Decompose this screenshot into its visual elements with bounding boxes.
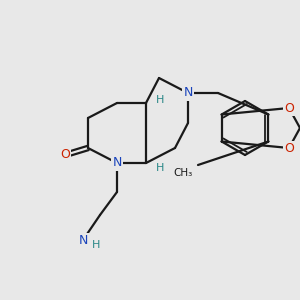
Text: O: O [60, 148, 70, 161]
Text: O: O [284, 101, 294, 115]
Text: N: N [78, 233, 88, 247]
Text: N: N [183, 86, 193, 100]
Text: H: H [156, 95, 164, 105]
Text: N: N [112, 157, 122, 169]
Text: O: O [284, 142, 294, 154]
Text: CH₃: CH₃ [174, 168, 193, 178]
Text: H: H [156, 163, 164, 173]
Text: H: H [92, 240, 100, 250]
